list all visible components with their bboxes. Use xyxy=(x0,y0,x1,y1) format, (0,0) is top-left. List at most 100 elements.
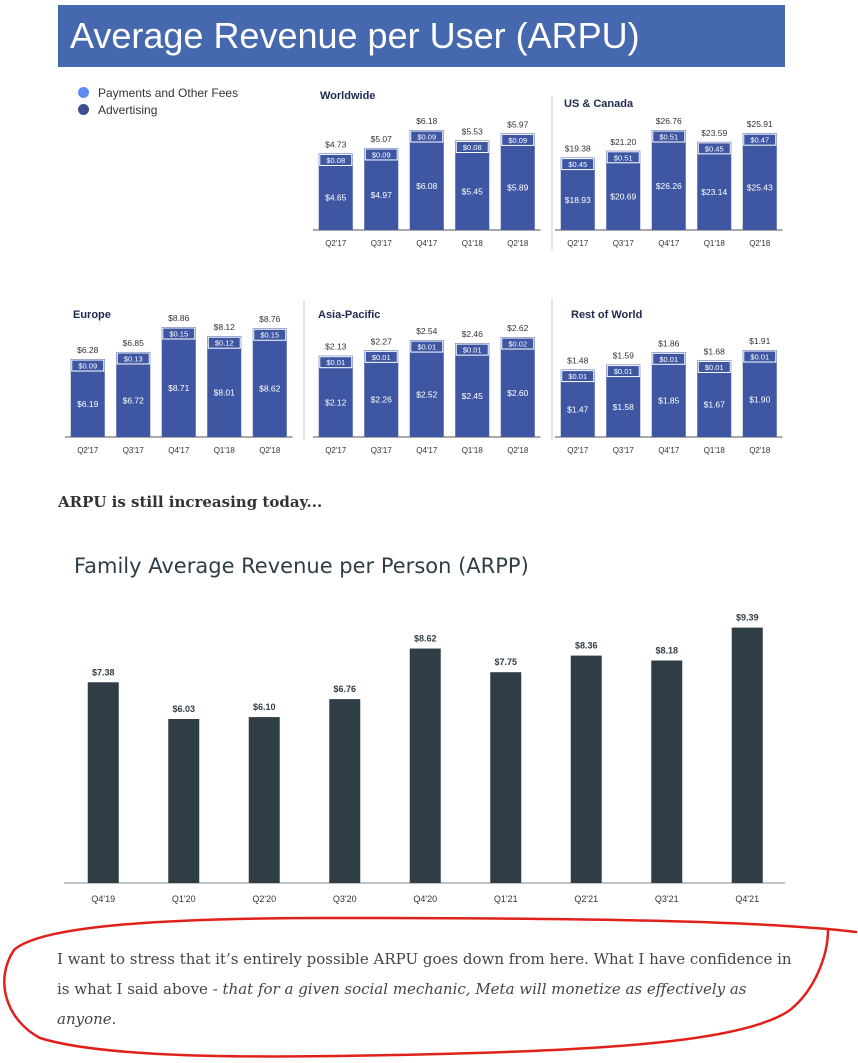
payments-bar xyxy=(501,133,535,146)
advertising-value-label: $5.89 xyxy=(507,183,529,193)
advertising-bar xyxy=(318,355,353,437)
total-value-label: $6.28 xyxy=(77,345,99,355)
payments-bar xyxy=(743,133,777,146)
advertising-value-label: $2.26 xyxy=(371,395,393,405)
x-tick-label: Q1'18 xyxy=(462,239,484,248)
payments-value-label: $0.51 xyxy=(659,133,678,142)
x-tick-label: Q3'17 xyxy=(613,446,635,455)
advertising-bar xyxy=(651,130,686,230)
arpp-x-tick-label: Q2'21 xyxy=(574,894,598,904)
arpp-bar xyxy=(490,672,522,883)
total-value-label: $1.91 xyxy=(749,336,771,346)
payments-value-label: $0.02 xyxy=(508,340,527,349)
payments-value-label: $0.45 xyxy=(568,160,587,169)
arpu-panel-1: US & Canada $0.45 $18.93 $19.38 Q2'17 $0.51 $2… xyxy=(551,96,783,250)
x-tick-label: Q4'17 xyxy=(416,239,438,248)
arpp-bar xyxy=(570,655,602,883)
payments-value-label: $0.01 xyxy=(326,358,345,367)
x-tick-label: Q2'18 xyxy=(507,239,529,248)
advertising-bar xyxy=(252,328,287,437)
payments-bar xyxy=(606,151,640,164)
advertising-bar xyxy=(455,343,490,437)
total-value-label: $1.59 xyxy=(613,351,635,361)
payments-bar xyxy=(319,356,353,369)
advertising-value-label: $25.43 xyxy=(747,183,773,193)
legend-swatch-payments xyxy=(78,87,89,98)
advertising-bar xyxy=(697,360,732,437)
advertising-value-label: $1.90 xyxy=(749,395,771,405)
advertising-value-label: $1.58 xyxy=(613,402,635,412)
arpp-chart-title: Family Average Revenue per Person (ARPP) xyxy=(74,554,529,578)
arpp-value-label: $8.18 xyxy=(655,646,678,656)
total-value-label: $2.62 xyxy=(507,323,529,333)
payments-bar xyxy=(410,340,444,353)
total-value-label: $5.53 xyxy=(462,127,484,137)
advertising-value-label: $2.60 xyxy=(507,388,529,398)
arpp-x-tick-label: Q3'21 xyxy=(655,894,679,904)
advertising-bar xyxy=(318,153,353,230)
total-value-label: $8.76 xyxy=(259,314,281,324)
arpu-panel-2: Europe $0.09 $6.19 $6.28 Q2'17 $0.13 $6.72 $6.8… xyxy=(65,309,293,455)
arpp-value-label: $6.76 xyxy=(333,684,356,694)
advertising-value-label: $1.47 xyxy=(567,404,589,414)
x-tick-label: Q2'17 xyxy=(567,446,589,455)
x-tick-label: Q3'17 xyxy=(613,239,635,248)
x-tick-label: Q2'18 xyxy=(749,239,771,248)
payments-bar xyxy=(364,148,398,161)
x-tick-label: Q1'18 xyxy=(214,446,236,455)
x-tick-label: Q3'17 xyxy=(123,446,145,455)
total-value-label: $8.86 xyxy=(168,313,190,323)
payments-bar xyxy=(364,350,398,363)
panel-title: Europe xyxy=(73,309,111,321)
payments-bar xyxy=(455,141,489,154)
total-value-label: $25.91 xyxy=(747,119,773,129)
advertising-value-label: $2.52 xyxy=(416,390,438,400)
total-value-label: $6.18 xyxy=(416,116,438,126)
payments-value-label: $0.47 xyxy=(750,136,769,145)
advertising-value-label: $1.67 xyxy=(704,400,726,410)
panel-title: Worldwide xyxy=(320,90,375,102)
panel-title: Rest of World xyxy=(571,309,642,321)
payments-value-label: $0.01 xyxy=(568,372,587,381)
advertising-bar xyxy=(500,133,535,230)
advertising-bar xyxy=(697,141,732,230)
x-tick-label: Q2'18 xyxy=(749,446,771,455)
advertising-bar xyxy=(364,147,399,230)
advertising-value-label: $4.97 xyxy=(371,190,393,200)
arpp-bar xyxy=(329,699,361,883)
payments-value-label: $0.01 xyxy=(372,353,391,362)
advertising-bar xyxy=(364,350,399,437)
payments-bar xyxy=(116,352,150,365)
advertising-value-label: $18.93 xyxy=(565,195,591,205)
advertising-value-label: $6.72 xyxy=(123,395,145,405)
legend-label-advertising: Advertising xyxy=(98,102,158,117)
legend-item-advertising: Advertising xyxy=(78,101,238,118)
arpp-bar xyxy=(651,660,683,883)
arpp-bar xyxy=(168,718,200,883)
advertising-bar xyxy=(116,351,151,437)
x-tick-label: Q2'17 xyxy=(77,446,99,455)
x-tick-label: Q2'17 xyxy=(567,239,589,248)
legend-item-payments: Payments and Other Fees xyxy=(78,84,238,101)
payments-bar xyxy=(455,343,489,356)
x-tick-label: Q4'17 xyxy=(168,446,190,455)
payments-value-label: $0.09 xyxy=(372,150,391,159)
total-value-label: $1.86 xyxy=(658,338,680,348)
payments-bar xyxy=(162,327,196,340)
total-value-label: $5.97 xyxy=(507,119,529,129)
total-value-label: $2.13 xyxy=(325,342,347,352)
payments-value-label: $0.15 xyxy=(169,330,188,339)
arpp-value-label: $8.36 xyxy=(575,641,598,651)
arpp-value-label: $7.75 xyxy=(494,657,517,667)
arpp-bar xyxy=(248,717,280,883)
advertising-bar xyxy=(500,337,535,437)
x-tick-label: Q4'17 xyxy=(658,239,680,248)
payments-bar xyxy=(410,130,444,143)
arpp-value-label: $6.10 xyxy=(253,702,276,712)
arpp-x-tick-label: Q4'19 xyxy=(91,894,115,904)
total-value-label: $2.27 xyxy=(371,336,393,346)
arpp-x-tick-label: Q4'20 xyxy=(413,894,437,904)
advertising-bar xyxy=(207,336,242,437)
payments-bar xyxy=(319,153,353,166)
advertising-value-label: $5.45 xyxy=(462,186,484,196)
